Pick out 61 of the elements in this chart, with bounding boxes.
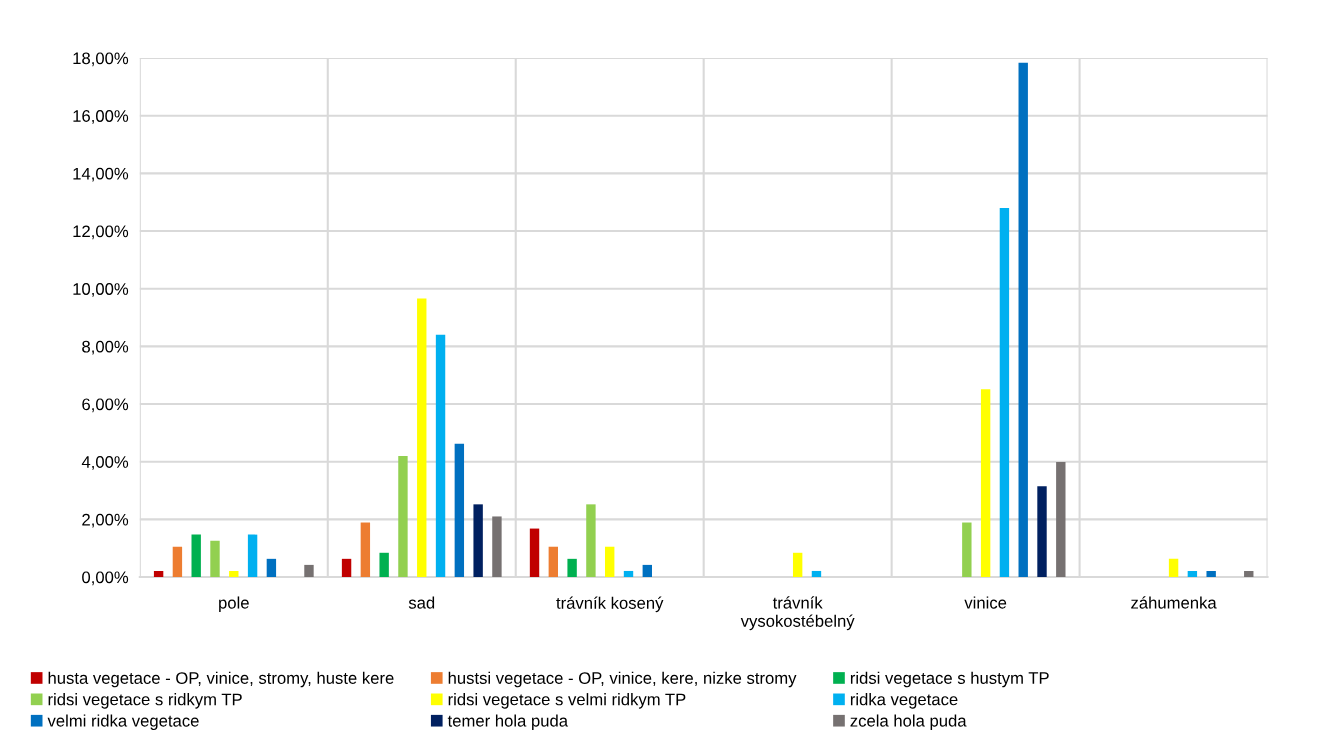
bar [172,546,183,577]
bar [1168,558,1179,577]
x-tick-label: záhumenka [1131,596,1217,609]
bar [492,516,502,577]
y-tick-label: 4,00% [81,456,129,470]
bar [304,564,314,577]
bar [454,443,465,577]
y-tick-label: 0,00% [82,571,129,586]
bar [266,558,277,577]
legend-label: zcela hola puda [850,714,967,730]
y-tick-label: 14,00% [73,167,129,182]
bar [1206,570,1216,577]
bar [605,546,615,577]
bar [229,570,239,577]
bar [548,546,559,577]
bar [792,552,803,577]
bar [1018,62,1028,577]
bar [247,534,258,577]
bar [586,504,596,577]
bar [1037,486,1047,577]
bar [1056,461,1066,577]
legend-label: velmi ridka vegetace [47,714,199,730]
bar [962,522,972,577]
y-tick-label: 6,00% [82,398,129,413]
bar [811,570,822,577]
y-tick-label: 2,00% [82,513,129,528]
bar [1244,570,1254,577]
bar [567,558,577,577]
legend-label: ridsi vegetace s ridkym TP [48,693,242,709]
x-tick-label: trávník vysokostébelný [740,596,855,631]
x-tick-label: vinice [964,596,1007,609]
legend-label: ridka vegetace [850,693,958,709]
bar [398,455,408,577]
bar [379,552,389,577]
legend-label: ridsi vegetace s hustym TP [850,671,1049,688]
legend-label: temer hola puda [447,714,569,730]
y-tick-label: 12,00% [73,225,129,240]
y-tick-label: 16,00% [73,110,129,124]
bar [529,528,540,577]
bar [191,534,201,577]
y-tick-label: 10,00% [73,283,129,297]
bar [473,504,483,577]
bar [360,522,371,577]
bar [341,558,352,577]
bar [153,570,164,577]
bar [435,334,446,577]
bar [1187,570,1198,577]
bar [417,298,427,577]
x-tick-label: sad [408,596,435,609]
bar [623,570,634,577]
bar [980,389,991,577]
bar [999,207,1010,577]
bar [210,540,220,577]
x-tick-label: trávník kosený [556,596,664,613]
x-tick-label: pole [219,596,249,612]
y-tick-label: 8,00% [82,340,129,355]
legend-label: hustsi vegetace - OP, vinice, kere, nizke stromy [448,671,797,688]
legend-label: ridsi vegetace s velmi ridkym TP [448,693,686,709]
y-tick-label: 18,00% [73,52,129,67]
legend-label: husta vegetace - OP, vinice, stromy, huste kere [48,671,394,688]
bar [642,564,652,577]
